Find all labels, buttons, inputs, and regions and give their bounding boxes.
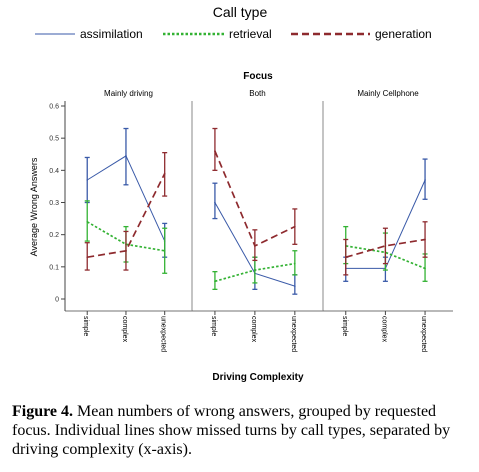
error-bar-generation — [84, 242, 90, 271]
y-tick-label: 0.3 — [49, 200, 59, 207]
data-point-assimilation — [214, 201, 216, 204]
data-point-retrieval — [163, 249, 166, 252]
data-point-retrieval — [424, 267, 426, 270]
panel-2: Both simple complex unexpected — [191, 89, 323, 352]
data-point-assimilation — [424, 179, 426, 181]
series-line-generation — [345, 238, 426, 259]
y-tick-label: 0.5 — [49, 136, 59, 143]
y-tick-label: 0 — [55, 297, 59, 304]
y-tick-label: 0.6 — [49, 104, 59, 111]
caption-text: Mean numbers of wrong answers, grouped b… — [12, 403, 451, 458]
data-point-generation — [125, 249, 127, 252]
data-point-retrieval — [86, 221, 89, 223]
series-line-retrieval — [345, 245, 426, 270]
y-tick-label: 0.4 — [49, 168, 59, 175]
x-tick-label: simple — [210, 316, 217, 336]
data-point-assimilation — [125, 155, 127, 157]
panel-1: Mainly driving simple complex unexpected — [65, 89, 192, 352]
error-bar-retrieval — [422, 253, 428, 282]
x-axis-label: Driving Complexity — [212, 372, 304, 383]
data-point-generation — [254, 245, 256, 247]
y-tick-label: 0.2 — [49, 232, 59, 239]
x-tick-label: complex — [250, 316, 257, 343]
error-bar-generation — [252, 229, 258, 262]
x-tick-label: unexpected — [290, 316, 297, 352]
data-point-retrieval — [254, 269, 256, 271]
data-point-retrieval — [294, 262, 296, 265]
x-tick-label: unexpected — [420, 316, 427, 352]
error-bar-retrieval — [212, 271, 218, 291]
data-point-generation — [86, 256, 89, 258]
figure-caption: Figure 4. Mean numbers of wrong answers,… — [12, 402, 470, 459]
x-tick-label: unexpected — [160, 316, 167, 352]
caption-label: Figure 4. — [12, 403, 74, 420]
panel-group-title: Focus — [243, 71, 273, 82]
data-point-assimilation — [294, 285, 296, 287]
x-tick-label: complex — [121, 316, 128, 343]
legend-label-assimilation: assimilation — [80, 27, 143, 41]
x-tick-label: complex — [380, 316, 387, 343]
x-tick-label: simple — [82, 316, 89, 336]
panel-3: Mainly Cellphone simple complex unexpected — [322, 89, 453, 352]
data-point-generation — [214, 150, 216, 152]
error-bar-retrieval — [84, 200, 90, 242]
data-point-retrieval — [214, 280, 216, 283]
error-bar-assimilation — [212, 182, 218, 220]
legend-label-retrieval: retrieval — [229, 27, 272, 41]
error-bar-assimilation — [292, 274, 298, 295]
panel-title: Mainly driving — [104, 89, 153, 98]
error-bar-assimilation — [422, 158, 428, 200]
data-point-generation — [384, 245, 387, 247]
error-bar-generation — [212, 127, 218, 171]
panel-title: Both — [249, 89, 265, 98]
chart: Call type assimilation retrieval generatio… — [29, 4, 453, 383]
error-bar-assimilation — [123, 127, 129, 186]
legend-label-generation: generation — [375, 27, 432, 41]
legend: Call type assimilation retrieval generatio… — [35, 4, 432, 41]
y-tick-label: 0.1 — [49, 264, 59, 271]
error-bar-generation — [162, 151, 168, 197]
data-point-assimilation — [86, 179, 89, 181]
data-point-generation — [163, 172, 166, 175]
panel-title: Mainly Cellphone — [357, 89, 419, 98]
series-line-retrieval — [86, 221, 165, 252]
legend-title: Call type — [213, 4, 268, 20]
data-point-generation — [294, 225, 296, 228]
x-tick-label: simple — [341, 316, 348, 336]
y-axis-label: Average Wrong Answers — [29, 157, 39, 256]
y-axis: 0 0.1 0.2 0.3 0.4 0.5 0.6 — [49, 101, 66, 311]
data-point-generation — [424, 238, 426, 241]
error-bar-retrieval — [292, 250, 298, 276]
data-point-generation — [344, 256, 347, 258]
